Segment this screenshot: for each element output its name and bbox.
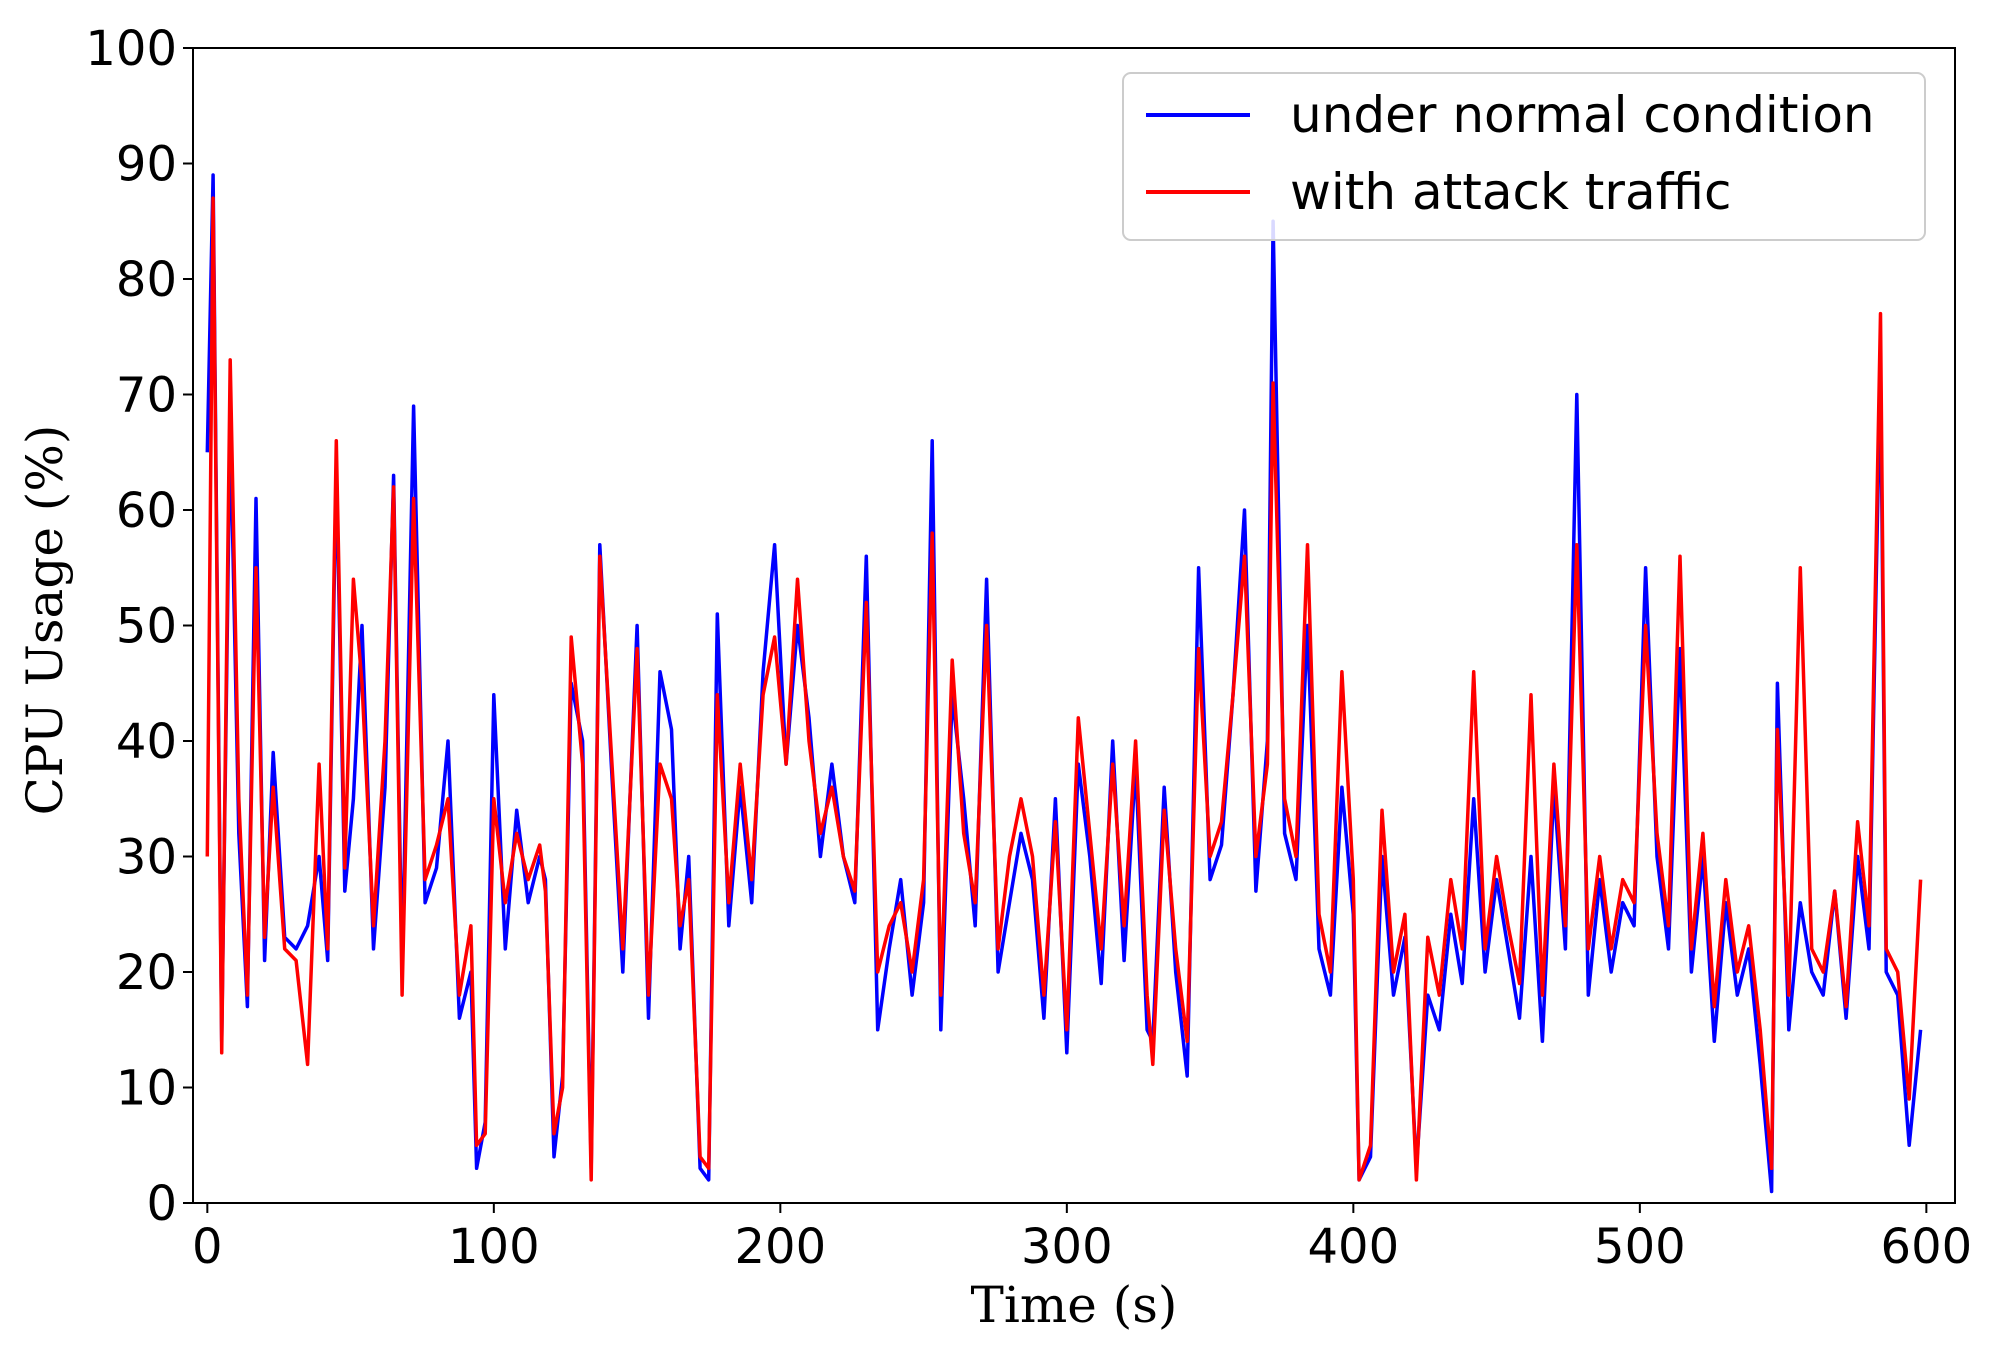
- y-tick-label: 50: [116, 599, 177, 655]
- y-tick-label: 60: [116, 483, 177, 539]
- y-tick-label: 100: [85, 21, 177, 77]
- y-tick-label: 40: [116, 714, 177, 770]
- x-tick-label: 100: [448, 1219, 540, 1275]
- y-axis-title: CPU Usage (%): [16, 425, 74, 816]
- legend-label-normal: under normal condition: [1290, 86, 1875, 144]
- y-tick-label: 90: [116, 137, 177, 193]
- y-tick-label: 70: [116, 368, 177, 424]
- y-tick-label: 20: [116, 945, 177, 1001]
- ticks-layer: 0 100 200 300 400 500 600 0 10 20 30 40 50 60 70 80 90 10…: [85, 21, 1972, 1275]
- x-tick-label: 200: [735, 1219, 827, 1275]
- y-tick-label: 80: [116, 252, 177, 308]
- x-tick-label: 300: [1021, 1219, 1113, 1275]
- legend-label-attack: with attack traffic: [1290, 163, 1731, 221]
- y-tick-label: 10: [116, 1061, 177, 1117]
- y-tick-label: 0: [146, 1176, 177, 1232]
- x-tick-label: 0: [192, 1219, 223, 1275]
- series-layer: [205, 173, 1923, 1194]
- series-line-attack: [205, 196, 1923, 1182]
- x-tick-label: 600: [1881, 1219, 1973, 1275]
- legend-box: [1122, 72, 1926, 241]
- y-tick-label: 30: [116, 830, 177, 886]
- x-axis-title: Time (s): [971, 1276, 1178, 1334]
- series-line-normal: [205, 173, 1923, 1194]
- x-tick-label: 500: [1594, 1219, 1686, 1275]
- legend: under normal condition with attack traff…: [1122, 72, 1926, 241]
- x-tick-label: 400: [1308, 1219, 1400, 1275]
